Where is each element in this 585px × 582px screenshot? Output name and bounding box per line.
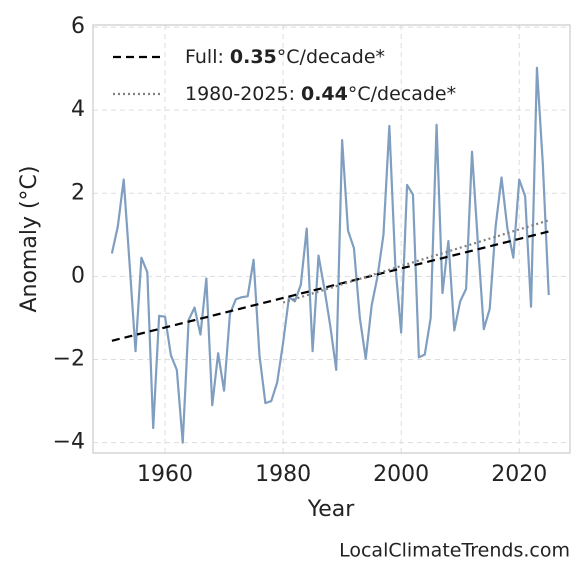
y-tick-label: 6 [71, 14, 85, 39]
x-tick-label: 2020 [491, 462, 547, 487]
y-tick-label: 4 [71, 97, 85, 122]
y-tick-label: −2 [53, 347, 85, 372]
legend-label: 1980-2025: 0.44°C/decade* [185, 83, 456, 105]
legend-slope: 0.35 [230, 46, 277, 68]
legend-label: Full: 0.35°C/decade* [185, 46, 385, 68]
y-tick-label: 2 [71, 180, 85, 205]
x-axis-label: Year [307, 497, 356, 522]
legend-name: Full: [185, 46, 224, 68]
legend-unit: °C/decade* [348, 83, 456, 105]
y-tick-label: 0 [71, 263, 85, 288]
legend-slope: 0.44 [301, 83, 348, 105]
trend-line [282, 219, 550, 304]
source: LocalClimateTrends.com [339, 540, 570, 562]
legend-name: 1980-2025: [185, 83, 295, 105]
y-tick-label: −4 [53, 430, 85, 455]
data-line [110, 66, 550, 444]
trend-line [111, 230, 550, 342]
x-tick-label: 2000 [373, 462, 429, 487]
legend-unit: °C/decade* [277, 46, 385, 68]
x-tick-label: 1980 [255, 462, 311, 487]
plot-frame [92, 24, 571, 454]
y-axis-label: Anomaly (°C) [17, 165, 42, 312]
x-tick-label: 1960 [137, 462, 193, 487]
